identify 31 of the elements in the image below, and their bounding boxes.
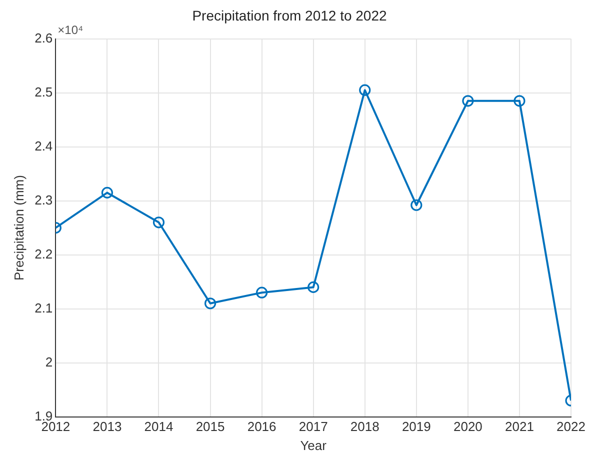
x-tick-label: 2018 (350, 419, 380, 434)
y-tick-label: 2.6 (34, 30, 53, 46)
y-axis-title: Precipitation (mm) (11, 175, 26, 281)
point (308, 281, 320, 293)
point (204, 298, 216, 310)
point (514, 95, 526, 107)
y-tick-label: 2.5 (34, 84, 53, 100)
point (410, 199, 422, 211)
point (359, 84, 371, 96)
point (152, 216, 165, 228)
point (101, 186, 114, 198)
point (462, 95, 474, 107)
x-tick-label: 2014 (144, 419, 174, 434)
x-tick-label: 2019 (402, 419, 431, 434)
point (256, 286, 268, 298)
y-tick-label: 2 (45, 354, 53, 370)
x-axis-title: Year (300, 438, 328, 453)
x-tick-label: 2017 (298, 419, 328, 434)
y-tick-label: 2.4 (34, 138, 53, 154)
y-tick-label: 2.2 (34, 246, 53, 262)
x-tick-label: 2021 (505, 419, 534, 434)
x-tick-label: 2020 (453, 419, 482, 434)
x-tick-label: 2013 (92, 419, 122, 434)
x-tick-label: 2015 (196, 419, 225, 434)
x-tick-label: 2016 (247, 419, 276, 434)
y-tick-label: 1.9 (34, 408, 53, 424)
text: ×10⁴ (58, 23, 84, 38)
x-tick-label: 2022 (556, 419, 586, 434)
y-tick-label: 2.3 (34, 192, 53, 208)
chart-title: Precipitation from 2012 to 2022 (192, 7, 387, 24)
y-tick-label: 2.1 (34, 300, 53, 316)
